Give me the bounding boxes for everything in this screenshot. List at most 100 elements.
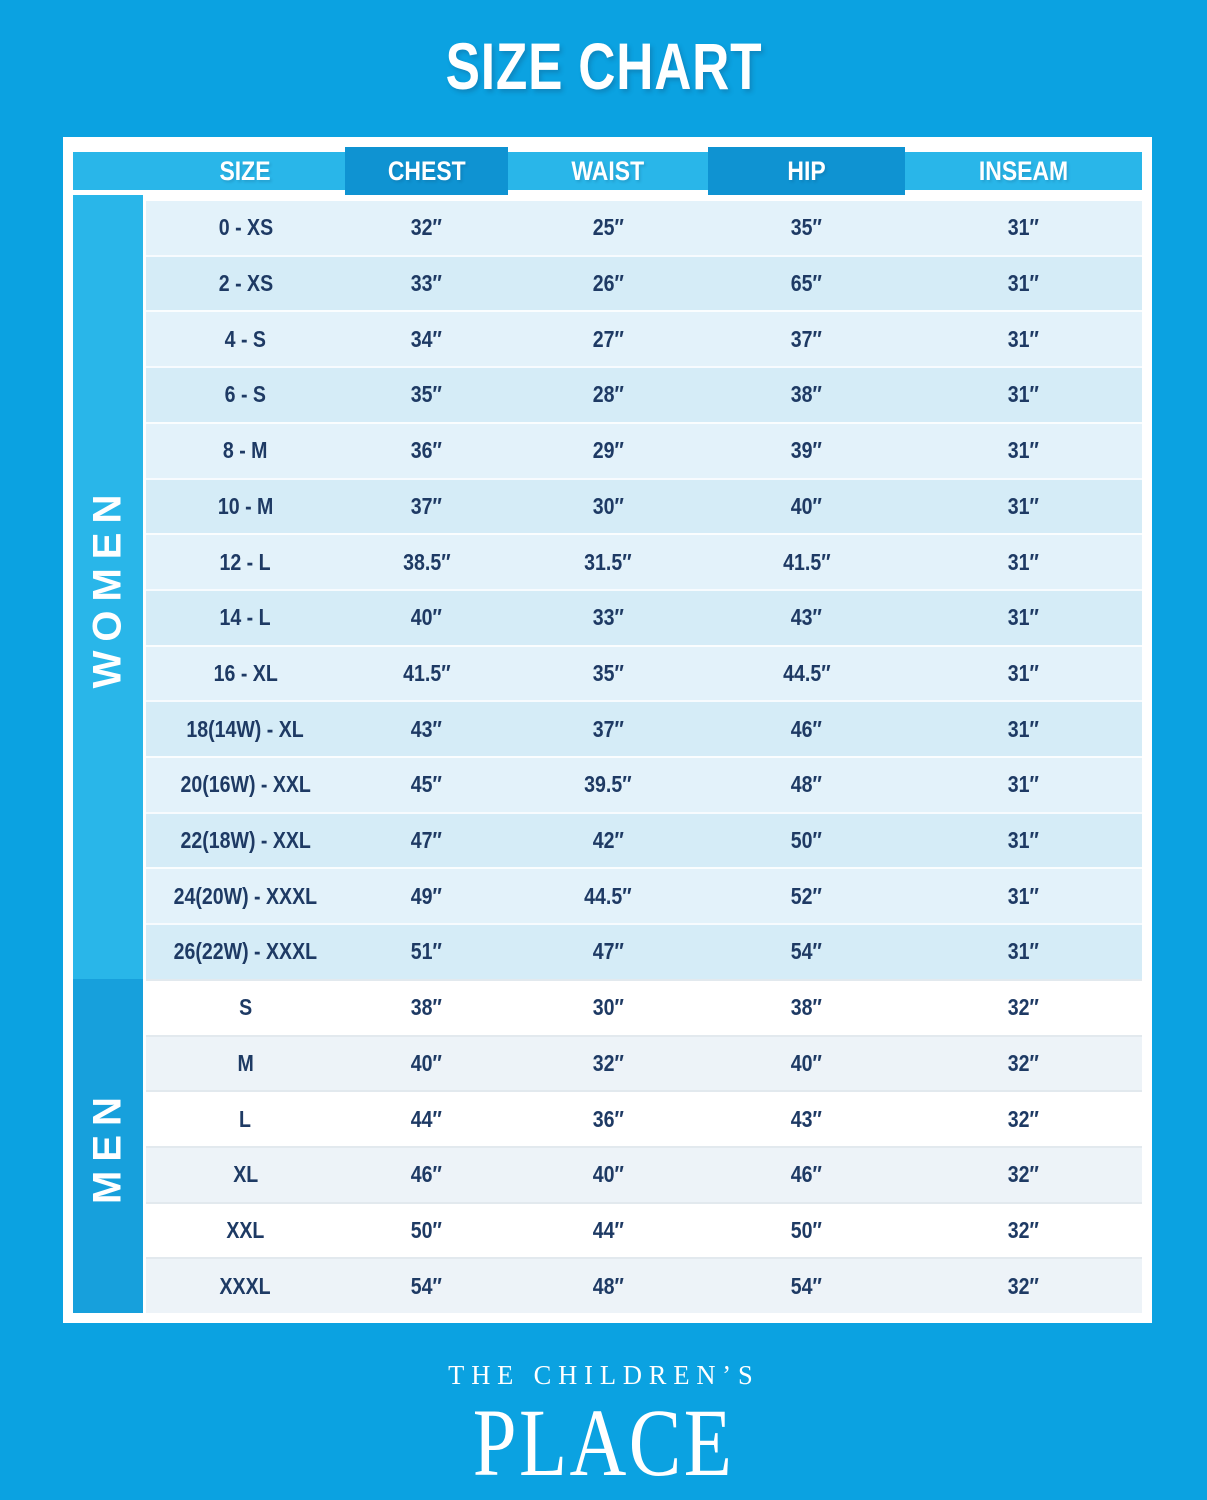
table-cell: 2 - XS [146, 257, 345, 311]
table-cell-text: 31.5″ [584, 548, 632, 575]
table-cell-text: 41.5″ [402, 659, 451, 686]
table-cell: 40″ [708, 1037, 905, 1091]
table-cell-text: XXL [226, 1217, 265, 1243]
table-cell-text: 43″ [790, 1105, 823, 1132]
table-cell: 30″ [508, 981, 708, 1035]
table-row: XXXL 54″ 48″ 54″ 32″ [146, 1257, 1142, 1314]
table-cell: 31″ [905, 702, 1142, 756]
table-cell: 31″ [905, 257, 1142, 311]
header-cell-hip: HIP [708, 147, 905, 195]
table-cell-text: 27″ [592, 325, 624, 352]
table-row: 24(20W) - XXXL 49″ 44.5″ 52″ 31″ [146, 867, 1142, 924]
table-row: L 44″ 36″ 43″ 32″ [146, 1090, 1142, 1146]
table-cell: 41.5″ [708, 535, 905, 589]
table-cell: 31″ [905, 201, 1142, 255]
table-cell-text: 31″ [1007, 827, 1040, 854]
table-cell-text: 32″ [410, 214, 443, 241]
table-row: 4 - S 34″ 27″ 37″ 31″ [146, 310, 1142, 367]
header-label-size: SIZE [219, 155, 271, 186]
table-cell: 44.5″ [708, 647, 905, 701]
table-cell-text: 8 - M [223, 437, 268, 464]
table-cell: 38″ [708, 981, 905, 1035]
table-cell: 44″ [508, 1204, 708, 1258]
table-cell-text: 46″ [410, 1161, 443, 1188]
table-cell-text: 38″ [790, 381, 823, 408]
table-cell-text: 37″ [592, 715, 624, 742]
table-cell-text: 24(20W) - XXXL [173, 882, 318, 909]
table-row: 20(16W) - XXL 45″ 39.5″ 48″ 31″ [146, 756, 1142, 812]
table-cell: 30″ [508, 480, 708, 534]
header-cell-chest: CHEST [345, 147, 508, 195]
table-cell-text: 47″ [592, 938, 624, 965]
table-cell-text: 32″ [1007, 1272, 1040, 1299]
table-cell: 27″ [508, 312, 708, 366]
table-cell-text: 28″ [592, 381, 624, 408]
table-row: 8 - M 36″ 29″ 39″ 31″ [146, 421, 1142, 478]
table-cell-text: 33″ [592, 604, 624, 631]
brand-name-top-text: THE CHILDREN’S [447, 1360, 760, 1390]
table-cell: 44.5″ [508, 869, 708, 923]
table-row: M 40″ 32″ 40″ 32″ [146, 1034, 1142, 1091]
table-cell-text: 48″ [790, 771, 823, 798]
brand-name-top: THE CHILDREN’S [0, 1360, 1207, 1391]
table-cell-text: 37″ [410, 492, 443, 519]
table-cell-text: 40″ [592, 1161, 624, 1188]
table-cell: 54″ [708, 925, 905, 979]
table-cell-text: 44.5″ [584, 882, 632, 909]
table-cell: 38.5″ [345, 535, 508, 589]
table-cell-text: 52″ [790, 882, 823, 909]
table-cell: 32″ [905, 1148, 1142, 1202]
table-cell-text: 40″ [790, 492, 823, 519]
table-cell-text: 50″ [410, 1217, 443, 1243]
table-cell-text: 31″ [1007, 548, 1040, 575]
table-row: 18(14W) - XL 43″ 37″ 46″ 31″ [146, 700, 1142, 757]
table-body: WOMEN MEN 0 - XS 32″ 25″ 35″ 31″ 2 - XS 33″ 26″… [73, 195, 1142, 1314]
table-cell: 45″ [345, 758, 508, 812]
size-chart-table: SIZE CHEST WAIST HIP INSEAM WOMEN MEN 0 … [63, 137, 1152, 1323]
table-cell-text: 42″ [592, 827, 624, 854]
table-cell-text: 18(14W) - XL [186, 715, 305, 742]
table-cell: 31″ [905, 535, 1142, 589]
header-corner-filler [73, 152, 146, 190]
table-cell-text: 32″ [592, 1049, 624, 1076]
table-cell-text: 30″ [592, 994, 624, 1021]
table-cell: 48″ [708, 758, 905, 812]
table-cell-text: 4 - S [224, 325, 267, 352]
table-cell: 40″ [345, 1037, 508, 1091]
table-cell: 32″ [345, 201, 508, 255]
table-cell-text: 34″ [410, 325, 443, 352]
page-title: SIZE CHART [0, 28, 1207, 104]
table-cell: 31″ [905, 814, 1142, 868]
table-cell: 35″ [508, 647, 708, 701]
table-cell-text: 33″ [410, 270, 443, 297]
table-row: 2 - XS 33″ 26″ 65″ 31″ [146, 254, 1142, 311]
table-cell-text: 35″ [410, 381, 443, 408]
table-cell: 51″ [345, 925, 508, 979]
table-cell: M [146, 1037, 345, 1091]
table-cell: 29″ [508, 424, 708, 478]
table-cell: 26″ [508, 257, 708, 311]
table-cell-text: 49″ [410, 882, 443, 909]
table-row: 22(18W) - XXL 47″ 42″ 50″ 31″ [146, 811, 1142, 868]
table-cell: 36″ [345, 424, 508, 478]
table-cell-text: 31″ [1007, 437, 1040, 464]
table-cell: 32″ [905, 981, 1142, 1035]
table-cell-text: 0 - XS [218, 214, 273, 241]
table-cell: 38″ [708, 368, 905, 422]
header-cell-inseam: INSEAM [905, 152, 1142, 190]
table-cell: 43″ [708, 591, 905, 645]
table-cell-text: 35″ [592, 659, 624, 686]
table-cell: 46″ [345, 1148, 508, 1202]
table-cell: 32″ [905, 1092, 1142, 1146]
table-cell-text: 40″ [790, 1049, 823, 1076]
table-cell-text: 10 - M [217, 492, 274, 519]
table-cell: 37″ [708, 312, 905, 366]
table-cell-text: 30″ [592, 492, 624, 519]
table-cell-text: 32″ [1007, 1049, 1040, 1076]
table-cell: 26(22W) - XXXL [146, 925, 345, 979]
table-row: 16 - XL 41.5″ 35″ 44.5″ 31″ [146, 644, 1142, 701]
table-cell-text: 44″ [592, 1217, 624, 1243]
table-cell-text: 40″ [410, 604, 443, 631]
table-cell-text: 31″ [1007, 938, 1040, 965]
table-cell: 31″ [905, 480, 1142, 534]
